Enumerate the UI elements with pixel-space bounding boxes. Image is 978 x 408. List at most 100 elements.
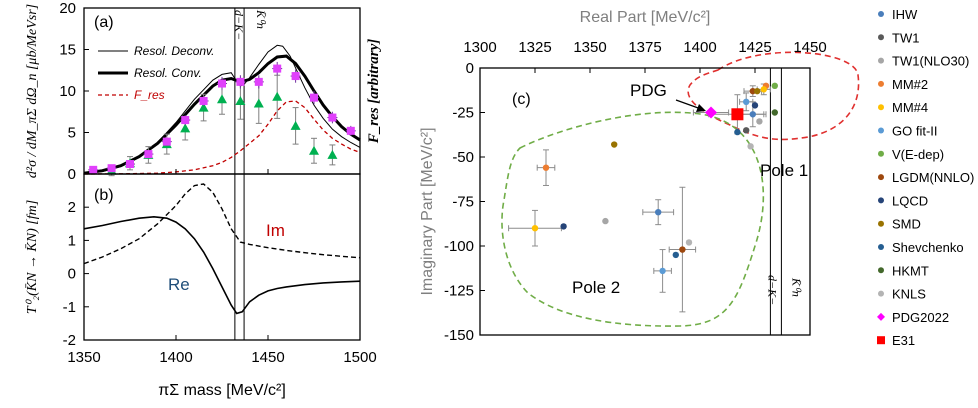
panel-a: 0 5 10 15 20 (a) d−K− K̄⁰n Resol. Deconv. Resol. … xyxy=(25,0,382,183)
data-point-magenta-square xyxy=(346,126,355,135)
pole2-region xyxy=(501,111,765,327)
annotation-pole2: Pole 2 xyxy=(572,278,620,297)
data-point-magenta-square xyxy=(218,79,226,88)
xtick-label-c: 1425 xyxy=(738,39,771,56)
panel-label-b: (b) xyxy=(94,187,114,204)
data-point-magenta-square xyxy=(107,164,116,173)
point-lqcd xyxy=(751,102,759,109)
data-point-magenta-square xyxy=(126,160,134,169)
legend-label-a-1: Resol. Conv. xyxy=(134,66,202,80)
point-smd xyxy=(611,141,618,148)
data-point-magenta-square xyxy=(273,64,282,73)
legend-label-c: MM#2 xyxy=(892,77,928,92)
curve-resol-conv xyxy=(83,54,361,175)
point-pdg2022 xyxy=(705,106,717,119)
legend-label-c: V(E-dep) xyxy=(892,147,944,162)
legend-marker-c xyxy=(878,197,884,204)
threshold-label-a-1: K̄⁰n xyxy=(254,9,268,29)
point-go-fit-ii xyxy=(659,267,666,275)
threshold-label-c-1: K̄⁰n xyxy=(789,277,803,297)
legend-label-c: PDG2022 xyxy=(892,310,949,325)
point-ihw xyxy=(655,208,662,216)
ytick-label-b: -1 xyxy=(63,299,76,316)
legend-marker-c xyxy=(878,80,884,87)
data-point-magenta-square xyxy=(291,72,300,81)
ytick-label-c: -150 xyxy=(444,327,474,344)
point-ihw xyxy=(749,111,756,118)
xtick-label-b: 1500 xyxy=(343,349,376,366)
xtick-label-c: 1375 xyxy=(628,39,661,56)
ytick-label-c: 0 xyxy=(466,60,474,77)
ytick-label-c: -100 xyxy=(444,238,474,255)
xtick-label-c: 1400 xyxy=(683,39,716,56)
xlabel-b: πΣ mass [MeV/c²] xyxy=(158,382,286,399)
ylabel-c: Imaginary Part [MeV/c²] xyxy=(419,127,436,295)
ytick-label-c: -75 xyxy=(452,194,474,211)
legend-marker-c xyxy=(877,312,885,321)
legend-marker-c xyxy=(878,174,884,181)
legend-marker-c xyxy=(878,150,884,157)
data-point-green-triangle xyxy=(217,94,227,104)
legend-marker-c xyxy=(878,127,884,134)
ytick-label-b: 0 xyxy=(68,266,76,283)
panel-label-a: (a) xyxy=(94,14,114,31)
data-point-magenta-square xyxy=(144,150,153,159)
legend-label-c: Shevchenko xyxy=(892,240,964,255)
ylabel-a: d²σ / dM_πΣ dΩ_n [μb/MeVsr] xyxy=(25,4,40,178)
ytick-label-a: 0 xyxy=(68,166,76,183)
ytick-label-a: 15 xyxy=(59,42,76,59)
point-tw1 xyxy=(743,127,750,134)
xtick-label-c: 1300 xyxy=(463,39,496,56)
point-tw1-nlo30- xyxy=(756,118,763,125)
data-point-magenta-square xyxy=(199,96,208,105)
data-point-magenta-square xyxy=(254,77,263,86)
legend-marker-c xyxy=(878,244,884,250)
legend-label-c: SMD xyxy=(892,217,921,232)
ytick-label-a: 10 xyxy=(59,83,76,100)
legend-marker-c xyxy=(878,104,884,111)
point-tw1-nlo30- xyxy=(602,217,609,225)
xtick-label-c: 1350 xyxy=(573,39,606,56)
legend-label-c: LQCD xyxy=(892,193,928,208)
data-point-magenta-square xyxy=(181,116,190,125)
point-knls xyxy=(747,143,754,150)
point-knls xyxy=(685,239,693,246)
ytick-label-c: -25 xyxy=(452,105,474,122)
threshold-label-a-0: d−K− xyxy=(232,10,246,40)
xtick-label-b: 1400 xyxy=(159,349,192,366)
data-point-magenta-square xyxy=(89,165,98,174)
legend-label-a-2: F_res xyxy=(134,88,165,102)
point-v-e-dep- xyxy=(771,82,778,90)
point-shevchenko xyxy=(734,128,741,136)
xtick-label-b: 1350 xyxy=(67,349,100,366)
legend-marker-c xyxy=(878,11,884,17)
legend-label-c: HKMT xyxy=(892,263,929,278)
curve-f-res xyxy=(83,100,361,175)
legend-label-c: MM#4 xyxy=(892,100,928,115)
data-point-green-triangle xyxy=(272,91,283,101)
data-point-green-triangle xyxy=(309,145,319,155)
legend-label-a-0: Resol. Deconv. xyxy=(134,44,214,58)
annotation-im: Im xyxy=(266,221,285,240)
data-point-magenta-square xyxy=(328,113,337,122)
threshold-label-c-0: d−K− xyxy=(765,275,779,305)
curve-im xyxy=(83,183,361,265)
ytick-label-b: 2 xyxy=(68,199,76,216)
pdg-arrow-line xyxy=(675,99,702,110)
legend-label-c: IHW xyxy=(892,7,918,22)
data-point-green-triangle xyxy=(235,95,246,105)
point-mm-4 xyxy=(760,86,767,93)
legend-label-c: GO fit-II xyxy=(892,124,938,139)
annotation-pole1: Pole 1 xyxy=(760,161,808,180)
panel-b: -2 -1 0 1 2 1350 1400 1450 1500 (b) Im Re T⁰₂(K̄N → … xyxy=(25,173,377,399)
ytick-label-c: -50 xyxy=(452,149,474,166)
pole1-region xyxy=(687,51,860,141)
point-e31 xyxy=(731,108,744,121)
panel-label-c: (c) xyxy=(512,91,531,108)
data-point-magenta-square xyxy=(162,137,171,146)
ytick-label-a: 20 xyxy=(59,0,76,17)
legend-label-c: TW1(NLO30) xyxy=(892,54,969,69)
legend-marker-c xyxy=(878,290,884,297)
legend-label-c: KNLS xyxy=(892,287,926,302)
